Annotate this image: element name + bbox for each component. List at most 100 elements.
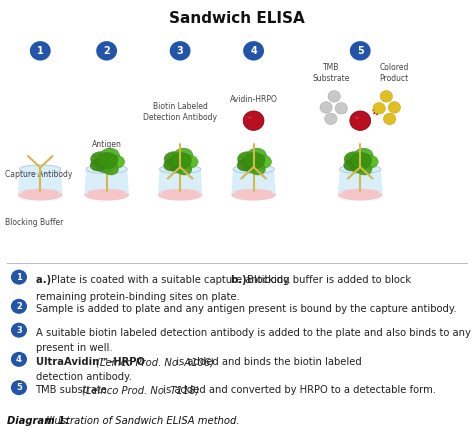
Circle shape [373, 103, 385, 114]
Polygon shape [84, 169, 129, 194]
Text: 4: 4 [16, 355, 22, 364]
Text: Illustration of Sandwich ELISA method.: Illustration of Sandwich ELISA method. [46, 416, 240, 427]
Ellipse shape [108, 155, 125, 168]
Text: A suitable biotin labeled detection antibody is added to the plate and also bind: A suitable biotin labeled detection anti… [36, 328, 474, 338]
Ellipse shape [86, 165, 128, 174]
Ellipse shape [97, 152, 118, 168]
Ellipse shape [247, 116, 252, 119]
Text: Diagram 1:: Diagram 1: [7, 416, 73, 427]
Ellipse shape [341, 189, 379, 196]
Ellipse shape [164, 152, 184, 167]
Text: Biotin Labeled
Detection Antibody: Biotin Labeled Detection Antibody [143, 102, 217, 122]
Ellipse shape [235, 189, 273, 196]
Ellipse shape [91, 152, 110, 167]
Circle shape [388, 102, 401, 113]
Ellipse shape [18, 189, 63, 201]
Text: present in well.: present in well. [36, 343, 112, 353]
Ellipse shape [103, 164, 118, 175]
Ellipse shape [250, 164, 265, 175]
Ellipse shape [88, 189, 126, 196]
Ellipse shape [84, 189, 129, 201]
Text: 1: 1 [16, 273, 22, 282]
Polygon shape [18, 169, 63, 194]
Ellipse shape [19, 165, 61, 174]
Circle shape [325, 113, 337, 125]
Text: Sandwich ELISA: Sandwich ELISA [169, 11, 305, 26]
Ellipse shape [350, 160, 367, 173]
Ellipse shape [344, 152, 364, 167]
Ellipse shape [339, 165, 381, 174]
Text: Colored
Product: Colored Product [380, 63, 409, 83]
Text: Avidin-HRPO: Avidin-HRPO [229, 95, 278, 104]
Polygon shape [231, 169, 276, 194]
Ellipse shape [90, 160, 105, 171]
Ellipse shape [177, 164, 192, 175]
Ellipse shape [247, 148, 266, 162]
Ellipse shape [354, 148, 373, 162]
Text: 1: 1 [37, 46, 44, 56]
Ellipse shape [237, 160, 252, 171]
Ellipse shape [255, 155, 272, 168]
Ellipse shape [158, 189, 202, 201]
Text: 2: 2 [103, 46, 110, 56]
Text: UltraAvidin™-HRPO: UltraAvidin™-HRPO [36, 357, 148, 367]
Ellipse shape [164, 160, 179, 171]
Ellipse shape [231, 189, 276, 201]
Text: 3: 3 [177, 46, 183, 56]
Circle shape [11, 299, 27, 314]
Ellipse shape [233, 165, 274, 174]
Text: remaining protein-binding sites on plate.: remaining protein-binding sites on plate… [36, 292, 239, 302]
Circle shape [30, 41, 51, 61]
Circle shape [328, 91, 340, 102]
Circle shape [243, 41, 264, 61]
Ellipse shape [243, 160, 260, 173]
Text: is added and converted by HRPO to a detectable form.: is added and converted by HRPO to a dete… [160, 385, 436, 396]
Text: 5: 5 [16, 383, 22, 392]
Polygon shape [338, 169, 383, 194]
Ellipse shape [171, 152, 191, 168]
Ellipse shape [354, 116, 359, 119]
Polygon shape [158, 169, 202, 194]
Text: 5: 5 [357, 46, 364, 56]
Ellipse shape [161, 189, 199, 196]
Ellipse shape [244, 152, 265, 168]
Ellipse shape [237, 152, 257, 167]
Circle shape [335, 103, 347, 114]
Text: Blocking Buffer: Blocking Buffer [5, 218, 63, 227]
Ellipse shape [361, 155, 378, 168]
Ellipse shape [181, 155, 198, 168]
Ellipse shape [338, 189, 383, 201]
Circle shape [320, 102, 332, 113]
Text: Capture Antibody: Capture Antibody [5, 170, 72, 179]
Circle shape [243, 111, 264, 130]
Circle shape [350, 41, 371, 61]
Text: b.): b.) [231, 275, 250, 285]
Circle shape [96, 41, 117, 61]
Text: TMB
Substrate: TMB Substrate [312, 63, 349, 83]
Ellipse shape [100, 148, 119, 162]
Ellipse shape [170, 160, 187, 173]
Text: (Leinco Prod. No. A106): (Leinco Prod. No. A106) [96, 357, 214, 367]
Circle shape [11, 270, 27, 285]
Text: Antigen: Antigen [91, 140, 122, 149]
Text: is added and binds the biotin labeled: is added and binds the biotin labeled [173, 357, 362, 367]
Text: Blocking buffer is added to block: Blocking buffer is added to block [247, 275, 411, 285]
Circle shape [350, 111, 371, 130]
Circle shape [380, 91, 392, 102]
Text: Sample is added to plate and any antigen present is bound by the capture antibod: Sample is added to plate and any antigen… [36, 304, 456, 314]
Text: (Leinco Prod. No. T118): (Leinco Prod. No. T118) [82, 385, 200, 396]
Ellipse shape [344, 160, 359, 171]
Text: 3: 3 [16, 326, 22, 335]
Circle shape [170, 41, 191, 61]
Text: a.): a.) [36, 275, 54, 285]
Circle shape [11, 352, 27, 367]
Circle shape [11, 323, 27, 338]
Text: 4: 4 [250, 46, 257, 56]
Ellipse shape [357, 164, 372, 175]
Circle shape [11, 380, 27, 395]
Circle shape [383, 113, 396, 125]
Ellipse shape [174, 148, 193, 162]
Text: detection antibody.: detection antibody. [36, 372, 131, 382]
Text: 2: 2 [16, 302, 22, 311]
Ellipse shape [96, 160, 113, 173]
